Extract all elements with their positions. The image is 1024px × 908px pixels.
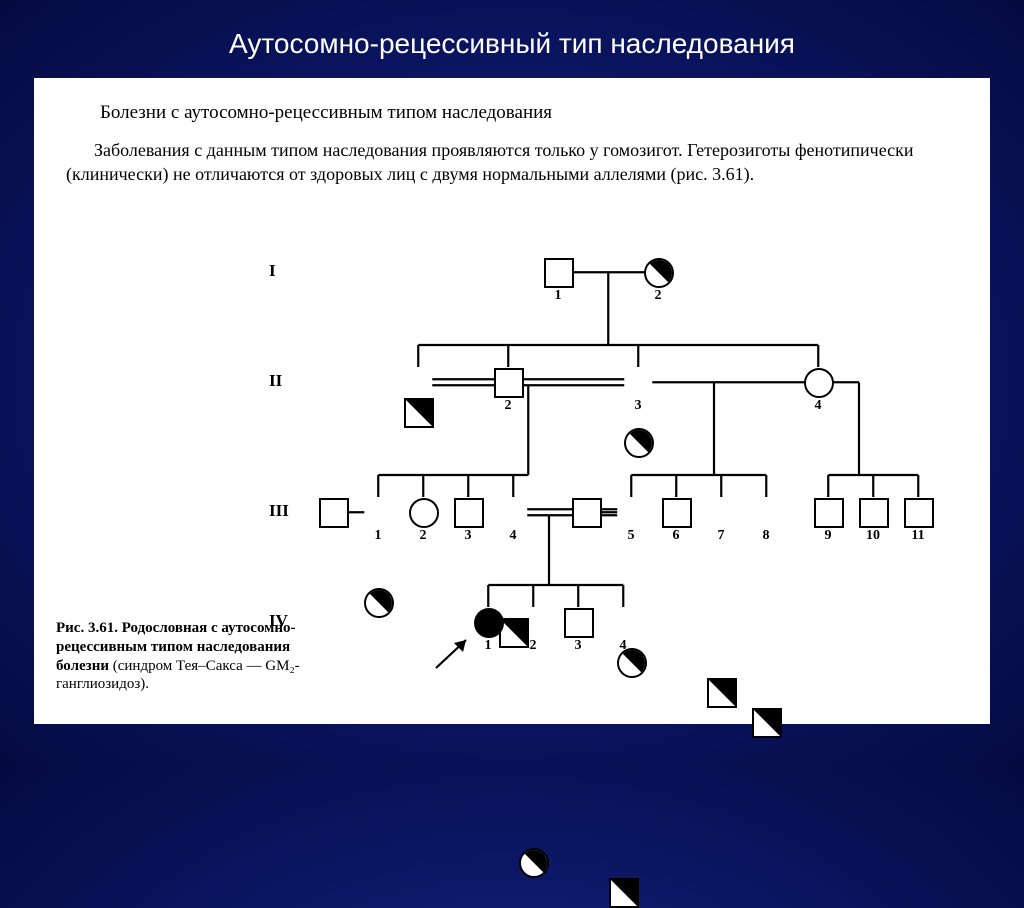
pedigree-male-symbol xyxy=(454,498,484,528)
pedigree-male-symbol xyxy=(904,498,934,528)
pedigree-male-symbol xyxy=(319,498,349,528)
pedigree-male-symbol xyxy=(572,498,602,528)
pedigree-male-symbol xyxy=(544,258,574,288)
pedigree-male-symbol xyxy=(859,498,889,528)
generation-label: I xyxy=(269,261,276,281)
individual-number: 2 xyxy=(407,528,439,544)
body-paragraph: Заболевания с данным типом наследования … xyxy=(66,138,958,187)
pedigree-female-symbol xyxy=(409,498,439,528)
individual-number: 1 xyxy=(402,398,434,414)
individual-number: 4 xyxy=(497,528,529,544)
pedigree-male-symbol xyxy=(752,708,782,738)
pedigree-male-symbol xyxy=(564,608,594,638)
individual-number: 6 xyxy=(660,528,692,544)
individual-number: 3 xyxy=(562,638,594,654)
section-title: Болезни с аутосомно-рецессивным типом на… xyxy=(100,102,964,124)
pedigree-female-symbol xyxy=(644,258,674,288)
individual-number: 11 xyxy=(902,528,934,544)
pedigree-female-symbol xyxy=(519,848,549,878)
individual-number: 3 xyxy=(452,528,484,544)
generation-label: IV xyxy=(269,611,288,631)
pedigree-male-symbol xyxy=(609,878,639,908)
content-panel: Болезни с аутосомно-рецессивным типом на… xyxy=(34,78,990,724)
pedigree-male-symbol xyxy=(814,498,844,528)
generation-label: II xyxy=(269,371,282,391)
pedigree-lines xyxy=(304,238,984,678)
individual-number: 2 xyxy=(517,638,549,654)
pedigree-male-symbol xyxy=(494,368,524,398)
proband-arrow-icon xyxy=(436,640,466,668)
pedigree-diagram: IIIIIIIV12123412345678910111234 xyxy=(304,238,984,678)
pedigree-male-symbol xyxy=(707,678,737,708)
generation-label: III xyxy=(269,501,289,521)
individual-number: 3 xyxy=(622,398,654,414)
individual-number: 4 xyxy=(802,398,834,414)
individual-number: 10 xyxy=(857,528,889,544)
slide-title: Аутосомно-рецессивный тип наследования xyxy=(0,0,1024,78)
pedigree-female-symbol xyxy=(364,588,394,618)
individual-number: 2 xyxy=(492,398,524,414)
individual-number: 1 xyxy=(362,528,394,544)
individual-number: 7 xyxy=(705,528,737,544)
pedigree-female-symbol xyxy=(624,428,654,458)
individual-number: 4 xyxy=(607,638,639,654)
individual-number: 5 xyxy=(615,528,647,544)
pedigree-male-symbol xyxy=(662,498,692,528)
pedigree-female-symbol xyxy=(804,368,834,398)
individual-number: 1 xyxy=(542,288,574,304)
individual-number: 8 xyxy=(750,528,782,544)
individual-number: 9 xyxy=(812,528,844,544)
pedigree-female-symbol xyxy=(474,608,504,638)
individual-number: 1 xyxy=(472,638,504,654)
individual-number: 2 xyxy=(642,288,674,304)
